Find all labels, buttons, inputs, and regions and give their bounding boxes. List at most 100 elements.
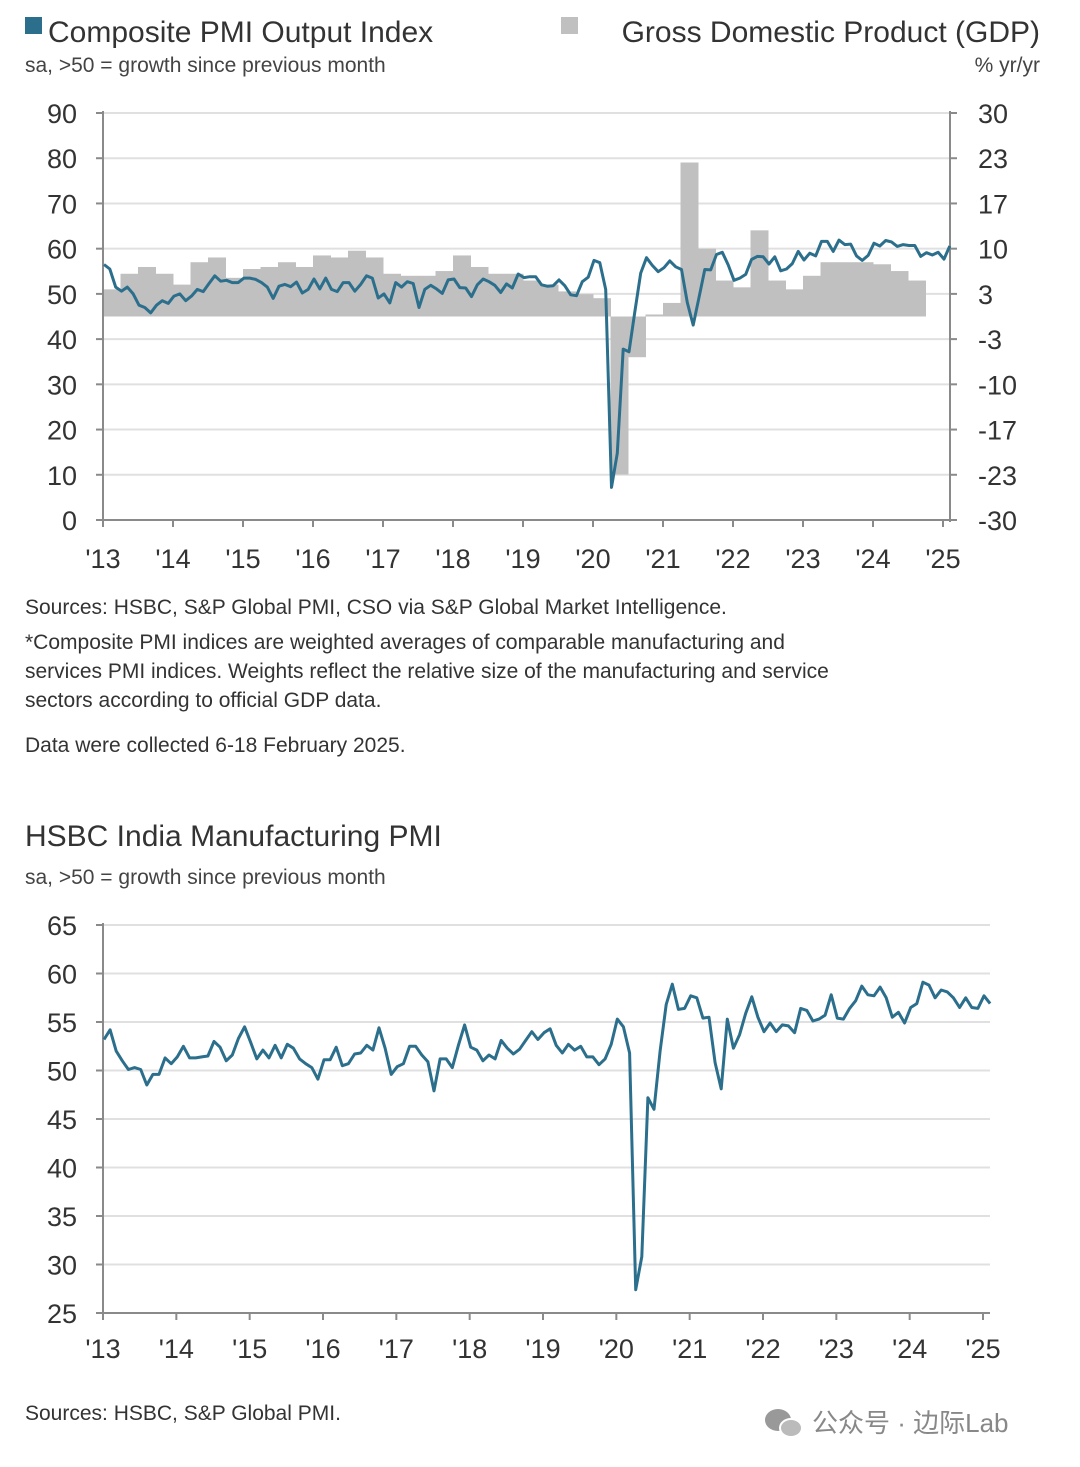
gdp-bar	[890, 271, 909, 317]
right-tick-label: -10	[978, 370, 1017, 400]
x-tick-label: '21	[672, 1334, 707, 1364]
gdp-bar	[645, 314, 664, 317]
gdp-bar	[873, 264, 891, 317]
teal-square-icon	[25, 17, 42, 34]
pmi-line	[103, 238, 952, 489]
y-tick-label: 45	[47, 1105, 77, 1135]
x-tick-label: '18	[452, 1334, 487, 1364]
sources-note-2: Sources: HSBC, S&P Global PMI.	[25, 1402, 341, 1425]
right-tick-label: -30	[978, 506, 1017, 536]
y-tick-label: 65	[47, 911, 77, 941]
x-tick-label: '15	[232, 1334, 267, 1364]
x-tick-label: '19	[525, 1334, 560, 1364]
y-tick-label: 35	[47, 1202, 77, 1232]
gdp-bar	[155, 273, 174, 317]
x-tick-label: '14	[159, 1334, 194, 1364]
gdp-bar	[138, 266, 156, 317]
gdp-bar	[593, 298, 611, 317]
gdp-bar	[505, 273, 524, 317]
x-tick-label: '23	[785, 544, 820, 574]
left-tick-label: 80	[47, 144, 77, 174]
x-tick-label: '14	[155, 544, 190, 574]
footnote-line: sectors according to official GDP data.	[25, 689, 381, 712]
gdp-bar	[680, 162, 699, 317]
gdp-bar	[558, 291, 576, 317]
sources-note: Sources: HSBC, S&P Global PMI, CSO via S…	[25, 596, 727, 619]
left-subtitle: sa, >50 = growth since previous month	[25, 54, 386, 77]
gdp-bar	[243, 269, 261, 317]
collection-note: Data were collected 6-18 February 2025.	[25, 734, 406, 757]
gdp-bar	[523, 280, 541, 317]
y-tick-label: 25	[47, 1299, 77, 1329]
left-tick-label: 60	[47, 235, 77, 265]
x-tick-label: '18	[435, 544, 470, 574]
right-tick-label: -3	[978, 325, 1002, 355]
left-tick-label: 30	[47, 370, 77, 400]
gdp-bar	[908, 280, 926, 317]
left-tick-label: 10	[47, 461, 77, 491]
x-tick-label: '16	[305, 1334, 340, 1364]
legend-gdp: Gross Domestic Product (GDP)	[622, 16, 1040, 49]
x-tick-label: '16	[295, 544, 330, 574]
watermark-text: 公众号 · 边际Lab	[812, 1408, 1009, 1438]
manufacturing-pmi-line	[102, 980, 992, 1292]
y-tick-label: 60	[47, 960, 77, 990]
y-tick-label: 40	[47, 1154, 77, 1184]
gdp-bar	[803, 275, 821, 317]
footnote-line: services PMI indices. Weights reflect th…	[25, 660, 829, 683]
gdp-bar	[173, 284, 191, 317]
x-tick-label: '22	[715, 544, 750, 574]
gdp-bar	[418, 275, 436, 317]
gdp-bar	[278, 262, 296, 317]
gdp-bar	[663, 302, 681, 317]
right-tick-label: 23	[978, 144, 1008, 174]
y-tick-label: 30	[47, 1251, 77, 1281]
right-tick-label: -17	[978, 416, 1017, 446]
gdp-bar	[575, 294, 594, 317]
x-tick-label: '15	[225, 544, 260, 574]
gdp-bar	[435, 271, 454, 317]
x-tick-label: '20	[599, 1334, 634, 1364]
x-tick-label: '24	[892, 1334, 927, 1364]
gdp-bar	[733, 287, 751, 317]
footnote-line: *Composite PMI indices are weighted aver…	[25, 631, 785, 654]
legend-pmi: Composite PMI Output Index	[48, 16, 433, 49]
right-tick-label: -23	[978, 461, 1017, 491]
gdp-bar	[838, 262, 856, 317]
right-subtitle: % yr/yr	[975, 54, 1040, 77]
y-tick-label: 50	[47, 1057, 77, 1087]
gdp-bar	[208, 257, 226, 317]
x-tick-label: '21	[645, 544, 680, 574]
x-tick-label: '17	[365, 544, 400, 574]
x-tick-label: '25	[925, 544, 960, 574]
left-tick-label: 90	[47, 99, 77, 129]
left-tick-label: 20	[47, 416, 77, 446]
x-tick-label: '23	[819, 1334, 854, 1364]
x-tick-label: '17	[379, 1334, 414, 1364]
gdp-bar	[348, 250, 366, 317]
gdp-bar	[540, 284, 559, 317]
gdp-bar	[715, 280, 734, 317]
gdp-bar	[225, 277, 244, 317]
right-tick-label: 3	[978, 280, 993, 310]
manufacturing-pmi-chart: 65 60 55 50 45 40 35 30 25 '13 '14 '15 '16 '17 '18 '19 '…	[47, 911, 1001, 1364]
gdp-bar	[768, 280, 786, 317]
wechat-icon	[765, 1409, 803, 1438]
gdp-bar	[750, 230, 769, 317]
gdp-bar	[855, 262, 874, 317]
x-tick-label: '19	[505, 544, 540, 574]
gdp-bar	[453, 255, 471, 317]
left-tick-label: 50	[47, 280, 77, 310]
chart2-subtitle: sa, >50 = growth since previous month	[25, 866, 386, 889]
x-tick-label: '13	[85, 544, 120, 574]
y-tick-label: 55	[47, 1008, 77, 1038]
x-tick-label: '13	[85, 1334, 120, 1364]
left-tick-label: 70	[47, 189, 77, 219]
x-tick-label: '24	[855, 544, 890, 574]
gdp-bar	[488, 273, 506, 317]
x-tick-label: '22	[745, 1334, 780, 1364]
chart2-title: HSBC India Manufacturing PMI	[25, 820, 442, 853]
gdp-bar	[103, 289, 121, 317]
right-tick-label: 10	[978, 235, 1008, 265]
x-tick-label: '25	[965, 1334, 1000, 1364]
